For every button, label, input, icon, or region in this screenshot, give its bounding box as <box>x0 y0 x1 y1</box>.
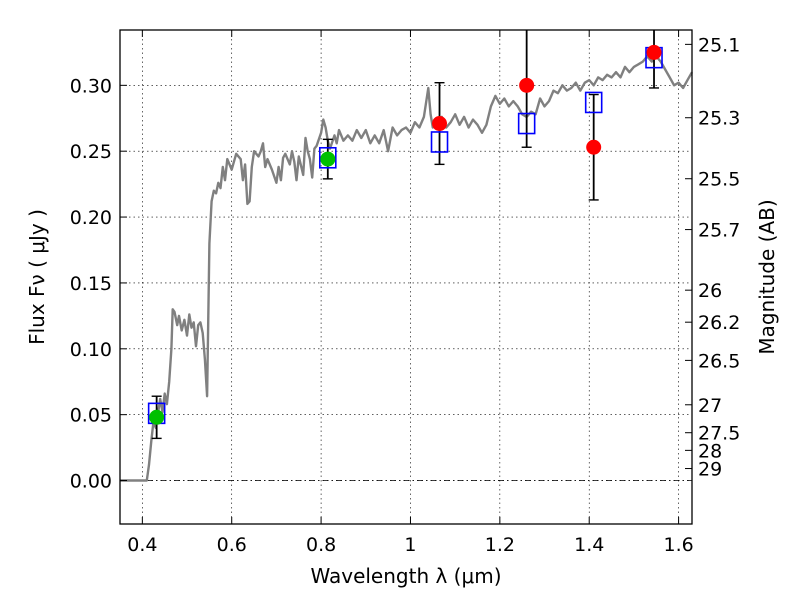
y-axis-label: Flux Fν ( μJy ) <box>25 209 49 345</box>
observed-photometry-markers <box>149 44 662 425</box>
mag-tick-label: 26.5 <box>698 350 740 372</box>
photometry-point <box>432 116 448 132</box>
model-spectrum-group <box>120 55 694 482</box>
photometry-point <box>320 151 336 167</box>
mag-tick-label: 25.1 <box>698 34 740 56</box>
y-tick-label: 0.05 <box>70 405 112 427</box>
model-photometry-box <box>517 112 536 135</box>
mag-tick-label: 26 <box>698 280 722 302</box>
x-tick-label: 0.8 <box>306 534 336 556</box>
x-tick-label: 1.6 <box>663 534 693 556</box>
axis-ticks: 0.4 0.6 0.8 1 1.2 1.4 1.6 0.00 0.05 0.10 0.15 0.20 0… <box>70 30 740 556</box>
y-tick-label: 0.30 <box>70 75 112 97</box>
mag-tick-label: 25.5 <box>698 169 740 191</box>
y-tick-label: 0.10 <box>70 339 112 361</box>
model-spectrum-line <box>120 55 694 482</box>
mag-tick-label: 27 <box>698 395 722 417</box>
model-photometry-boxes <box>147 46 663 425</box>
plot-frame <box>119 29 693 525</box>
mag-tick-label: 26.2 <box>698 312 740 334</box>
x-tick-label: 1.4 <box>574 534 604 556</box>
model-photometry-box <box>318 146 337 169</box>
model-photometry-box <box>584 91 603 114</box>
mag-tick-label: 29 <box>698 459 722 481</box>
photometry-point <box>586 139 602 155</box>
mag-tick-label: 28 <box>698 440 722 462</box>
x-tick-label: 0.6 <box>217 534 247 556</box>
model-photometry-box <box>430 131 449 153</box>
y-tick-label: 0.00 <box>70 471 112 493</box>
x-tick-label: 0.4 <box>127 534 157 556</box>
y-tick-label: 0.25 <box>70 141 112 163</box>
photometry-point <box>646 44 662 60</box>
x-axis-label: Wavelength λ (μm) <box>310 564 501 588</box>
mag-tick-label: 25.3 <box>698 108 740 130</box>
y-tick-label: 0.15 <box>70 273 112 295</box>
x-tick-label: 1 <box>404 534 416 556</box>
y-tick-label: 0.20 <box>70 207 112 229</box>
mag-tick-label: 25.7 <box>698 220 740 242</box>
photometry-point <box>519 77 535 93</box>
x-tick-label: 1.2 <box>485 534 515 556</box>
mag-tick-label: 27.5 <box>698 423 740 445</box>
photometry-point <box>149 409 165 425</box>
magnitude-axis-label: Magnitude (AB) <box>755 199 779 354</box>
